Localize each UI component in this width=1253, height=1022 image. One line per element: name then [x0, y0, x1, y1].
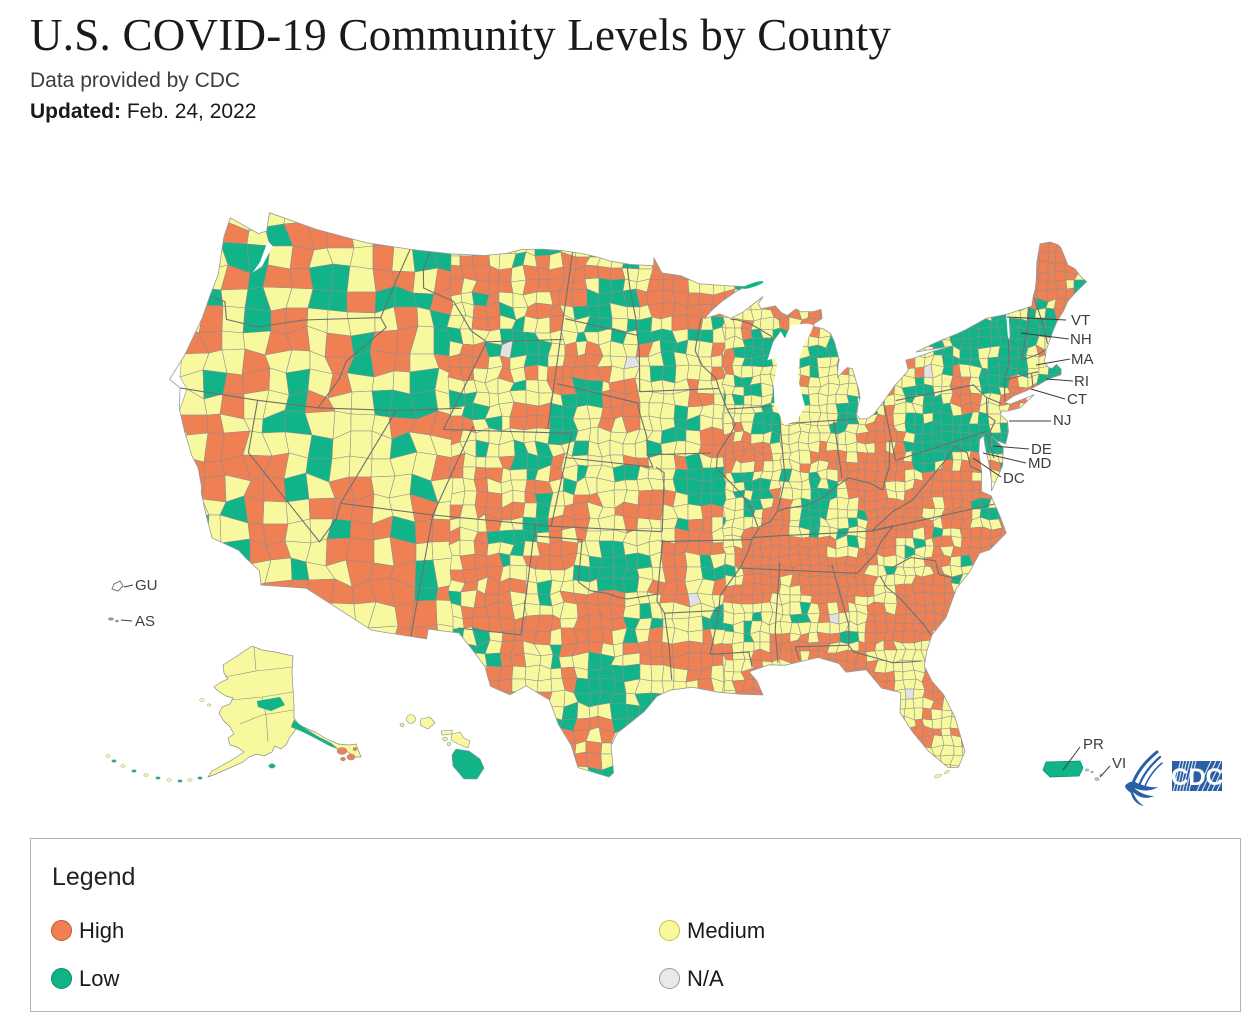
svg-text:MA: MA — [1071, 351, 1094, 368]
svg-text:VT: VT — [1071, 312, 1090, 329]
svg-text:AS: AS — [135, 613, 155, 630]
svg-text:PR: PR — [1083, 736, 1104, 753]
svg-text:NH: NH — [1070, 331, 1092, 348]
svg-text:RI: RI — [1074, 373, 1089, 390]
svg-text:CT: CT — [1067, 391, 1087, 408]
svg-text:NJ: NJ — [1053, 412, 1071, 429]
svg-text:CDC: CDC — [1171, 764, 1223, 791]
svg-text:GU: GU — [135, 577, 158, 594]
svg-text:VI: VI — [1112, 755, 1126, 772]
svg-text:DE: DE — [1031, 441, 1052, 458]
svg-text:MD: MD — [1028, 455, 1051, 472]
svg-text:DC: DC — [1003, 470, 1025, 487]
